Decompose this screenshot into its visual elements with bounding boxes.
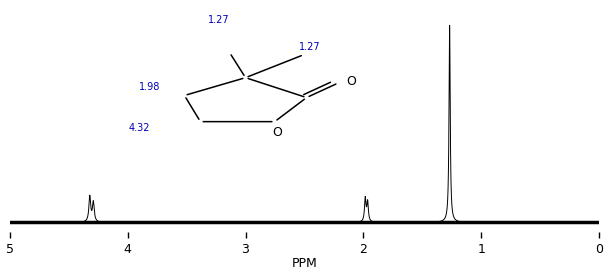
Text: 1.27: 1.27	[208, 15, 230, 25]
Text: 1.98: 1.98	[139, 82, 160, 92]
Text: O: O	[273, 126, 283, 139]
Text: 1.27: 1.27	[298, 43, 320, 52]
X-axis label: PPM: PPM	[292, 258, 317, 270]
Text: 4.32: 4.32	[128, 123, 150, 133]
Text: O: O	[347, 75, 356, 88]
